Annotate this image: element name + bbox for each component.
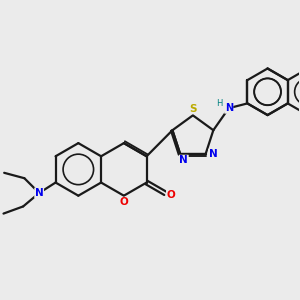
Text: N: N — [225, 103, 233, 113]
Text: N: N — [35, 188, 44, 198]
Text: H: H — [217, 99, 223, 108]
Text: S: S — [189, 104, 196, 114]
Text: N: N — [208, 149, 217, 159]
Text: O: O — [119, 197, 128, 207]
Text: O: O — [167, 190, 175, 200]
Text: N: N — [179, 155, 188, 165]
